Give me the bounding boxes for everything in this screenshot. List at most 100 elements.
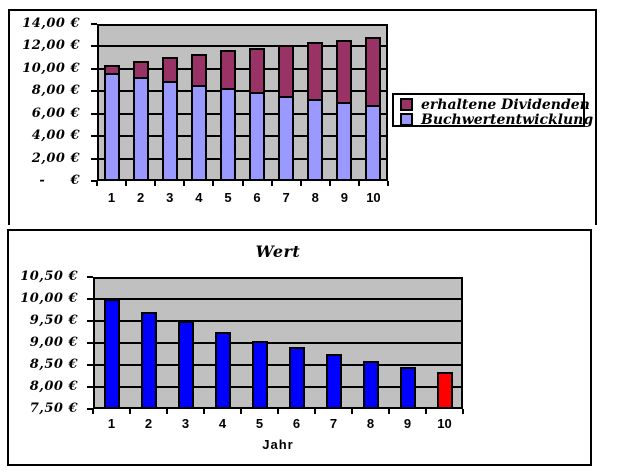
x-tick-label: 7: [282, 190, 290, 205]
x-tick-label: 9: [340, 190, 348, 205]
bar: [103, 299, 120, 409]
x-axis-tick: [328, 181, 331, 186]
x-axis-tick: [96, 181, 98, 186]
legend-item-dividenden: erhaltene Dividenden: [394, 97, 590, 112]
y-tick-label: 9,00 €: [29, 335, 78, 350]
top-chart-panel: erhaltene Dividenden Buchwertentwicklung…: [8, 9, 597, 225]
bar: [436, 371, 453, 409]
x-tick-label: 10: [366, 190, 381, 205]
chart-legend: erhaltene Dividenden Buchwertentwicklung: [392, 93, 593, 127]
y-tick-label: 9,50 €: [29, 313, 78, 328]
bar-segment-buchwert: [365, 104, 382, 181]
legend-label-dividenden: erhaltene Dividenden: [421, 96, 590, 113]
x-tick-label: 7: [329, 416, 338, 431]
x-tick-label: 5: [255, 416, 264, 431]
gridline: [99, 90, 386, 93]
legend-label-buchwert: Buchwertentwicklung: [421, 111, 594, 128]
x-axis-tick: [92, 409, 94, 414]
bar-segment-buchwert: [336, 101, 353, 181]
x-axis-tick: [270, 181, 273, 186]
y-tick-label: 8,50 €: [29, 357, 78, 372]
bar-segment-buchwert: [307, 99, 324, 181]
x-tick-label: 6: [253, 190, 261, 205]
gridline: [95, 364, 461, 366]
bar-segment-buchwert: [161, 80, 178, 181]
x-axis-tick: [425, 409, 427, 414]
gridline: [99, 112, 386, 115]
x-tick-label: 5: [224, 190, 232, 205]
bar-segment-dividenden: [249, 47, 266, 95]
y-axis-tick: [91, 135, 97, 138]
gridline: [99, 135, 386, 138]
x-tick-label: 9: [403, 416, 412, 431]
bar-segment-buchwert: [132, 76, 149, 181]
x-tick-label: 1: [107, 190, 116, 205]
x-tick-label: 2: [144, 416, 153, 431]
y-axis-tick: [87, 320, 93, 322]
bar-segment-dividenden: [219, 50, 236, 91]
y-axis-tick: [87, 298, 93, 300]
gridline: [95, 342, 461, 344]
y-axis-tick: [87, 408, 93, 410]
gridline: [99, 67, 386, 70]
y-tick-label: 10,00 €: [22, 60, 80, 76]
x-axis-tick: [154, 181, 157, 186]
x-tick-label: 4: [218, 416, 227, 431]
bottom-chart-panel: Wert Jahr 10,50 € 10,00 € 9,50 € 9,00 € 8,50…: [7, 229, 592, 466]
bar: [288, 347, 305, 409]
y-tick-label: 2,00 €: [31, 150, 80, 166]
y-axis-tick: [91, 67, 97, 70]
x-axis-tick: [241, 181, 244, 186]
x-axis-tick: [299, 181, 302, 186]
y-axis-tick: [87, 386, 93, 388]
x-axis-tick: [203, 409, 205, 414]
y-axis-tick: [91, 180, 97, 182]
x-axis-tick: [387, 181, 389, 186]
bar: [214, 332, 231, 409]
x-axis-tick: [212, 181, 215, 186]
y-axis-tick: [91, 112, 97, 115]
x-tick-label: 4: [195, 190, 203, 205]
x-axis-tick: [129, 409, 131, 414]
x-axis-tick: [125, 181, 128, 186]
x-axis-tick: [357, 181, 360, 186]
y-tick-label: 4,00 €: [31, 128, 80, 144]
y-axis-tick: [91, 45, 97, 48]
y-axis-tick: [87, 276, 93, 278]
bar-segment-dividenden: [161, 57, 178, 83]
bar-segment-dividenden: [365, 37, 382, 107]
y-tick-label: 6,00 €: [31, 105, 80, 121]
bar-segment-buchwert: [249, 92, 266, 181]
x-axis-tick: [166, 409, 168, 414]
y-tick-label: 10,00 €: [20, 291, 78, 306]
y-axis-tick: [87, 342, 93, 344]
y-axis-tick: [91, 90, 97, 93]
bar-segment-buchwert: [219, 88, 236, 181]
bar: [325, 354, 342, 409]
bar-segment-dividenden: [307, 41, 324, 102]
gridline: [95, 298, 461, 300]
y-tick-label: 14,00 €: [22, 16, 80, 31]
x-axis-tick: [462, 409, 464, 414]
gridline: [99, 157, 386, 160]
bar: [177, 321, 194, 409]
x-axis-tick: [314, 409, 316, 414]
x-axis-tick: [183, 181, 186, 186]
x-axis-tick: [240, 409, 242, 414]
y-tick-label: - €: [39, 173, 80, 188]
chart-title: Wert: [255, 242, 301, 261]
x-tick-label: 8: [366, 416, 375, 431]
x-tick-label: 1: [107, 416, 116, 431]
x-axis-tick: [351, 409, 353, 414]
legend-item-buchwert: Buchwertentwicklung: [394, 112, 593, 127]
bar: [140, 312, 157, 409]
x-tick-label: 3: [181, 416, 190, 431]
y-tick-label: 7,50 €: [29, 401, 78, 416]
bar-segment-dividenden: [190, 53, 207, 87]
bar-segment-buchwert: [103, 72, 120, 181]
bar: [251, 340, 268, 409]
legend-swatch-buchwert-icon: [400, 113, 413, 126]
bar-segment-dividenden: [278, 44, 295, 99]
bar: [399, 367, 416, 409]
